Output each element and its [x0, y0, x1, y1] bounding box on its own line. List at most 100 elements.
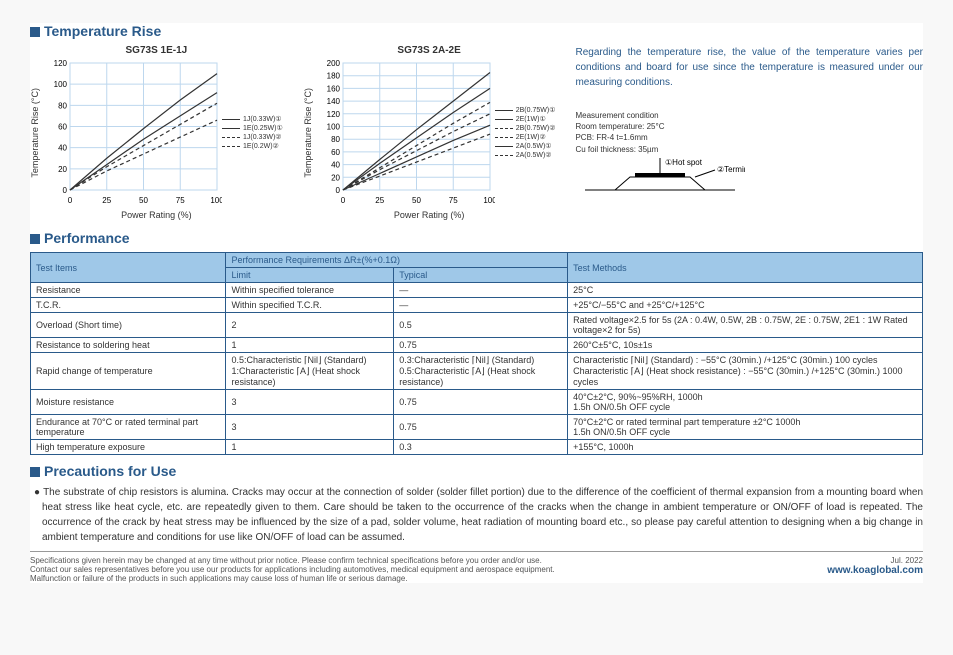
cell-limit: 3 [226, 390, 394, 415]
legend-item: 2B(0.75W)① [495, 106, 556, 115]
table-row: Endurance at 70°C or rated terminal part… [31, 415, 923, 440]
performance-table: Test Items Performance Requirements ΔR±(… [30, 252, 923, 455]
legend-item: 1E(0.25W)① [222, 124, 283, 133]
chart1-xlabel: Power Rating (%) [121, 210, 192, 220]
svg-text:200: 200 [326, 59, 340, 68]
cell-typical: 0.3 [394, 440, 568, 455]
chart2-title: SG73S 2A-2E [397, 45, 460, 56]
th-limit: Limit [226, 268, 394, 283]
svg-text:120: 120 [54, 59, 68, 68]
footer-url[interactable]: www.koaglobal.com [827, 565, 923, 576]
svg-text:25: 25 [375, 196, 384, 205]
cell-typical: 0.75 [394, 390, 568, 415]
chart1-legend: 1J(0.33W)①1E(0.25W)①1J(0.33W)②1E(0.2W)② [222, 115, 283, 151]
table-row: T.C.R. Within specified T.C.R. — +25°C/−… [31, 298, 923, 313]
measurement-conditions: Measurement condition Room temperature: … [575, 110, 923, 198]
svg-text:100: 100 [326, 123, 340, 132]
table-row: Overload (Short time) 2 0.5 Rated voltag… [31, 313, 923, 338]
cell-limit: 1 [226, 440, 394, 455]
cell-item: Moisture resistance [31, 390, 226, 415]
svg-text:60: 60 [331, 148, 340, 157]
cell-item: Resistance [31, 283, 226, 298]
svg-text:25: 25 [102, 196, 111, 205]
svg-text:20: 20 [58, 165, 67, 174]
cell-method: Characteristic ⌈Nil⌋ (Standard) : −55°C … [568, 353, 923, 390]
cell-method: 25°C [568, 283, 923, 298]
meascond-l3: PCB: FR-4 t=1.6mm [575, 132, 923, 143]
svg-text:0: 0 [68, 196, 73, 205]
cell-item: Endurance at 70°C or rated terminal part… [31, 415, 226, 440]
table-row: Resistance to soldering heat 1 0.75 260°… [31, 338, 923, 353]
cell-typical: 0.75 [394, 415, 568, 440]
meascond-l4: Cu foil thickness: 35µm [575, 144, 923, 155]
svg-text:120: 120 [326, 110, 340, 119]
meascond-l2: Room temperature: 25°C [575, 121, 923, 132]
cell-method: 40°C±2°C, 90%~95%RH, 1000h 1.5h ON/0.5h … [568, 390, 923, 415]
svg-text:100: 100 [54, 80, 68, 89]
precautions-text: ● The substrate of chip resistors is alu… [30, 485, 923, 545]
svg-text:75: 75 [176, 196, 185, 205]
temprise-note: Regarding the temperature rise, the valu… [575, 45, 923, 90]
footer-text: Specifications given herein may be chang… [30, 556, 555, 583]
svg-text:75: 75 [449, 196, 458, 205]
svg-text:②Terminal: ②Terminal [717, 165, 745, 174]
cell-item: Overload (Short time) [31, 313, 226, 338]
svg-text:40: 40 [331, 161, 340, 170]
svg-text:50: 50 [412, 196, 421, 205]
cell-limit: 1 [226, 338, 394, 353]
svg-text:100: 100 [210, 196, 222, 205]
svg-text:80: 80 [331, 135, 340, 144]
chart1: SG73S 1E-1J Temperature Rise (°C) 025507… [30, 45, 283, 220]
th-methods: Test Methods [568, 253, 923, 283]
cell-method: +25°C/−55°C and +25°C/+125°C [568, 298, 923, 313]
cell-typical: — [394, 283, 568, 298]
svg-text:180: 180 [326, 72, 340, 81]
legend-item: 2A(0.5W)② [495, 151, 556, 160]
section-precautions: Precautions for Use [30, 463, 923, 479]
legend-item: 1J(0.33W)① [222, 115, 283, 124]
cell-limit: 3 [226, 415, 394, 440]
svg-text:①Hot spot: ①Hot spot [665, 158, 703, 167]
cell-limit: Within specified tolerance [226, 283, 394, 298]
cell-method: 70°C±2°C or rated terminal part temperat… [568, 415, 923, 440]
svg-text:0: 0 [335, 186, 340, 195]
svg-text:140: 140 [326, 97, 340, 106]
section-temprise: Temperature Rise [30, 23, 923, 39]
table-row: High temperature exposure 1 0.3 +155°C, … [31, 440, 923, 455]
cell-typical: — [394, 298, 568, 313]
cell-item: Rapid change of temperature [31, 353, 226, 390]
legend-item: 2E(1W)① [495, 115, 556, 124]
cell-method: Rated voltage×2.5 for 5s (2A : 0.4W, 0.5… [568, 313, 923, 338]
section-performance: Performance [30, 230, 923, 246]
table-row: Resistance Within specified tolerance — … [31, 283, 923, 298]
cell-method: 260°C±5°C, 10s±1s [568, 338, 923, 353]
meascond-l1: Measurement condition [575, 110, 923, 121]
cell-item: High temperature exposure [31, 440, 226, 455]
table-row: Moisture resistance 3 0.75 40°C±2°C, 90%… [31, 390, 923, 415]
cell-method: +155°C, 1000h [568, 440, 923, 455]
cell-typical: 0.75 [394, 338, 568, 353]
legend-item: 1E(0.2W)② [222, 142, 283, 151]
chart2-xlabel: Power Rating (%) [394, 210, 465, 220]
chart1-ylabel: Temperature Rise (°C) [30, 88, 40, 178]
legend-item: 2B(0.75W)② [495, 124, 556, 133]
svg-text:80: 80 [58, 101, 67, 110]
svg-text:0: 0 [341, 196, 346, 205]
svg-text:20: 20 [331, 173, 340, 182]
svg-text:160: 160 [326, 84, 340, 93]
footer: Specifications given herein may be chang… [30, 551, 923, 583]
cell-typical: 0.5 [394, 313, 568, 338]
cross-section-diagram: ①Hot spot ②Terminal [575, 155, 745, 195]
cell-item: T.C.R. [31, 298, 226, 313]
svg-text:0: 0 [63, 186, 68, 195]
legend-item: 2E(1W)② [495, 133, 556, 142]
table-row: Rapid change of temperature 0.5:Characte… [31, 353, 923, 390]
svg-text:100: 100 [483, 196, 495, 205]
th-typical: Typical [394, 268, 568, 283]
svg-text:40: 40 [58, 144, 67, 153]
legend-item: 2A(0.5W)① [495, 142, 556, 151]
chart1-svg: 0255075100020406080100120 [42, 58, 222, 208]
cell-limit: 0.5:Characteristic ⌈Nil⌋ (Standard) 1:Ch… [226, 353, 394, 390]
chart2-legend: 2B(0.75W)①2E(1W)①2B(0.75W)②2E(1W)②2A(0.5… [495, 106, 556, 161]
svg-text:50: 50 [139, 196, 148, 205]
